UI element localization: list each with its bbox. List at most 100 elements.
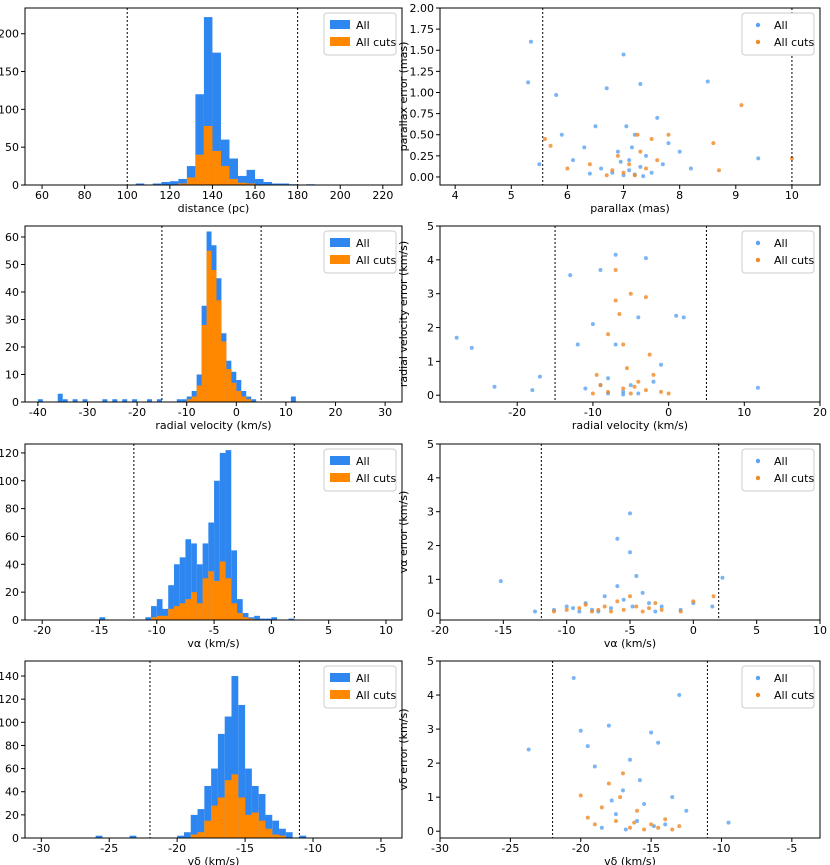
point bbox=[635, 808, 640, 813]
point bbox=[615, 584, 620, 589]
point bbox=[659, 607, 664, 612]
point bbox=[537, 162, 542, 167]
x-axis-label: radial velocity (km/s) bbox=[572, 419, 688, 432]
bar bbox=[219, 561, 226, 620]
y-tick-label: 200 bbox=[0, 28, 19, 41]
point bbox=[710, 604, 715, 609]
bar bbox=[242, 617, 249, 620]
x-axis-label: vα (km/s) bbox=[187, 637, 239, 650]
point bbox=[606, 332, 611, 337]
legend-swatch bbox=[755, 240, 761, 246]
bar bbox=[224, 716, 232, 838]
x-tick-label: -10 bbox=[712, 842, 730, 855]
point bbox=[621, 392, 626, 397]
point bbox=[609, 606, 613, 611]
bar bbox=[201, 325, 207, 402]
plot-area bbox=[126, 8, 315, 185]
point bbox=[582, 145, 587, 150]
bar bbox=[288, 618, 295, 620]
y-tick-label: 0 bbox=[427, 389, 434, 402]
point bbox=[642, 827, 647, 832]
legend-swatch bbox=[330, 473, 350, 482]
point bbox=[643, 153, 648, 158]
legend-box bbox=[741, 230, 815, 274]
legend-label: All cuts bbox=[774, 254, 814, 267]
bar bbox=[204, 820, 212, 838]
bar bbox=[102, 399, 108, 402]
x-tick-label: -20 bbox=[508, 406, 526, 419]
bar bbox=[195, 94, 204, 185]
point bbox=[638, 82, 643, 87]
y-tick-label: 3 bbox=[427, 288, 434, 301]
x-tick-label: 5 bbox=[508, 189, 515, 202]
bar bbox=[246, 169, 256, 185]
bar bbox=[177, 835, 184, 838]
bar bbox=[196, 385, 202, 402]
bar bbox=[179, 603, 186, 620]
bar bbox=[242, 613, 249, 620]
x-tick-label: 20 bbox=[329, 406, 343, 419]
point bbox=[681, 315, 686, 320]
y-tick-label: 0 bbox=[427, 825, 434, 838]
point bbox=[613, 342, 618, 347]
point bbox=[716, 168, 721, 173]
point bbox=[653, 601, 658, 606]
bar bbox=[290, 396, 296, 402]
x-tick-label: -30 bbox=[79, 406, 97, 419]
y-tick-label: 5 bbox=[427, 655, 434, 668]
point bbox=[577, 609, 582, 614]
point bbox=[624, 366, 629, 371]
bar bbox=[226, 369, 232, 402]
legend-label: All bbox=[356, 19, 370, 32]
point bbox=[634, 574, 639, 578]
point bbox=[609, 609, 613, 614]
bar bbox=[202, 578, 209, 620]
point bbox=[642, 801, 647, 806]
point bbox=[666, 141, 671, 146]
x-tick-label: -15 bbox=[642, 842, 660, 855]
y-tick-label: 4 bbox=[427, 689, 434, 702]
x-tick-label: 160 bbox=[245, 189, 266, 202]
y-tick-label: 60 bbox=[5, 530, 19, 543]
y-tick-label: 0 bbox=[12, 179, 19, 192]
point bbox=[571, 676, 576, 681]
x-tick-label: -15 bbox=[236, 842, 254, 855]
point bbox=[618, 159, 623, 164]
y-tick-label: 0.00 bbox=[410, 171, 435, 184]
bar bbox=[258, 820, 266, 838]
point bbox=[587, 162, 592, 167]
legend-swatch bbox=[755, 675, 761, 681]
point bbox=[637, 778, 642, 783]
x-tick-label: 6 bbox=[564, 189, 571, 202]
legend-box bbox=[741, 12, 815, 56]
bar bbox=[231, 550, 237, 620]
bar bbox=[206, 250, 212, 402]
point bbox=[618, 795, 623, 800]
x-tick-label: 120 bbox=[159, 189, 180, 202]
legend: All All cuts bbox=[741, 448, 815, 492]
point bbox=[653, 609, 658, 614]
point bbox=[606, 389, 611, 394]
point bbox=[596, 607, 601, 612]
bar bbox=[254, 615, 260, 620]
x-tick-label: -20 bbox=[33, 624, 51, 637]
point bbox=[649, 822, 654, 827]
x-tick-label: 0 bbox=[690, 624, 697, 637]
bar bbox=[272, 183, 281, 185]
panel: -30 -25 -20 -15 -10 -5 0 20 40 60 80 100 120 140 vδ (k… bbox=[0, 660, 403, 865]
x-tick-label: -15 bbox=[494, 624, 512, 637]
point bbox=[666, 132, 671, 137]
point bbox=[628, 825, 632, 830]
point bbox=[492, 384, 497, 389]
bar bbox=[236, 599, 243, 620]
y-tick-label: 20 bbox=[5, 341, 19, 354]
point bbox=[604, 86, 609, 91]
bar bbox=[217, 733, 225, 838]
bar bbox=[263, 181, 273, 185]
point bbox=[638, 164, 643, 169]
y-tick-label: 40 bbox=[5, 286, 19, 299]
point bbox=[789, 156, 794, 161]
y-tick-label: 2 bbox=[427, 322, 434, 335]
y-tick-label: 1 bbox=[427, 573, 434, 586]
bar bbox=[212, 150, 221, 185]
